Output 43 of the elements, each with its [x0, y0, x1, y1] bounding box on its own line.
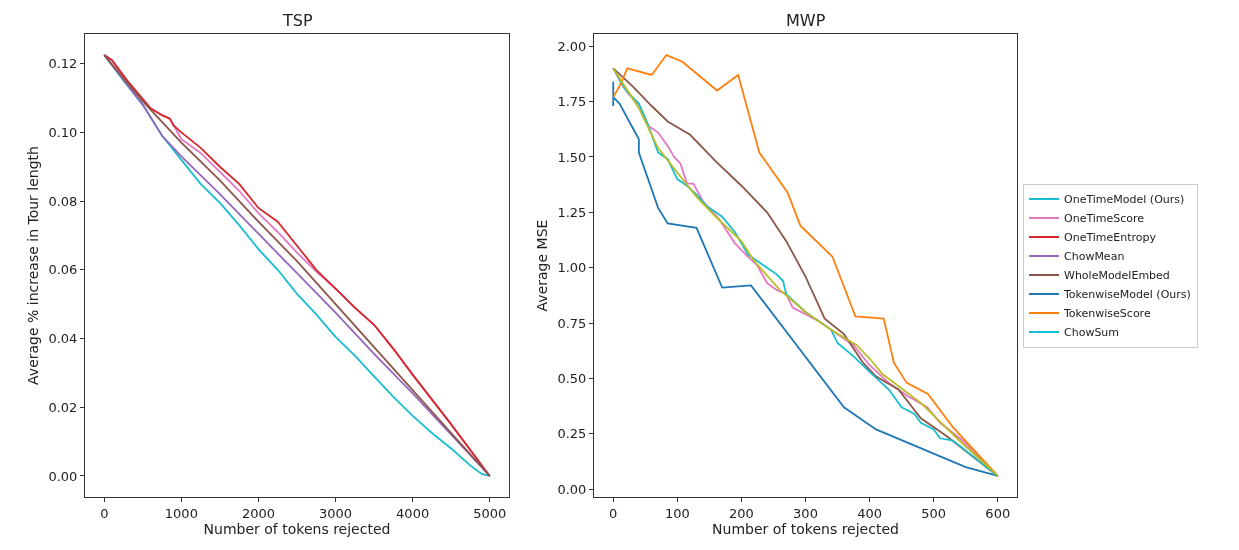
x-axis-title: Number of tokens rejected [203, 520, 391, 537]
x-tick-label: 100 [664, 505, 690, 521]
legend-label: ChowMean [1064, 250, 1125, 264]
y-tick-label: 1.00 [557, 260, 587, 276]
x-axis-title: Number of tokens rejected [712, 520, 899, 537]
y-tick-label: 1.25 [557, 204, 587, 220]
y-tick-label: 0.75 [557, 315, 587, 331]
x-tick-label: 200 [729, 505, 754, 521]
x-tick-label: 1000 [164, 505, 198, 521]
y-axis-title: Average MSE [534, 219, 551, 312]
text: ChowSum [1064, 326, 1120, 340]
y-tick-label: 0.00 [557, 481, 587, 497]
x-tick-label: 0 [609, 505, 618, 521]
legend-label: TokenwiseModel (Ours) [1063, 288, 1191, 302]
x-tick-label: 600 [985, 505, 1011, 521]
y-tick-label: 0.02 [48, 399, 78, 415]
legend-label: WholeModelEmbed [1064, 269, 1170, 283]
legend-label: OneTimeModel (Ours) [1064, 193, 1185, 207]
y-tick-label: 2.00 [557, 38, 587, 54]
legend-label: TokenwiseScore [1063, 307, 1151, 321]
x-tick-label: 500 [921, 505, 947, 521]
legend-label: OneTimeScore [1064, 212, 1145, 226]
x-tick-label: 4000 [396, 505, 430, 521]
chart-title: TSP [282, 11, 313, 30]
chart-title: MWP [786, 11, 826, 30]
x-tick-label: 400 [857, 505, 882, 521]
x-tick-label: 5000 [473, 505, 507, 521]
y-tick-label: 0.06 [48, 262, 78, 278]
x-tick-label: 300 [793, 505, 818, 521]
y-tick-label: 0.08 [48, 193, 78, 209]
y-tick-label: 0.50 [557, 371, 587, 387]
x-tick-label: 0 [100, 505, 109, 521]
legend-label: OneTimeEntropy [1064, 231, 1157, 245]
y-tick-label: 1.75 [557, 94, 587, 110]
y-tick-label: 0.25 [557, 426, 587, 442]
x-tick-label: 3000 [319, 505, 353, 521]
y-tick-label: 0.04 [48, 331, 78, 347]
x-tick-label: 2000 [241, 505, 275, 521]
y-tick-label: 0.00 [48, 468, 78, 484]
y-tick-label: 1.50 [557, 149, 587, 165]
y-tick-label: 0.10 [48, 124, 78, 140]
y-axis-title: Average % increase in Tour length [25, 146, 42, 385]
y-tick-label: 0.12 [48, 56, 78, 72]
